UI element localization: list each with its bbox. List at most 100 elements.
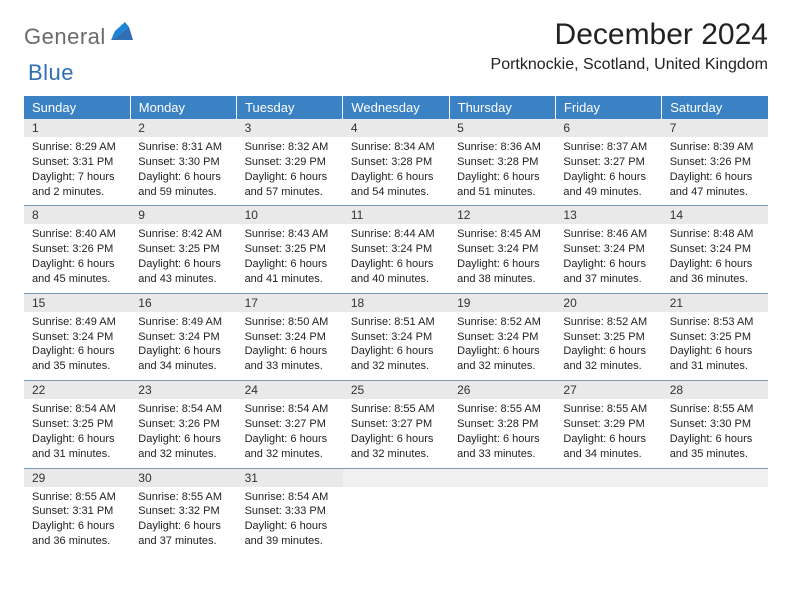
- sunrise-line: Sunrise: 8:32 AM: [245, 140, 335, 155]
- day-number: 30: [130, 469, 236, 487]
- weekday-header-row: SundayMondayTuesdayWednesdayThursdayFrid…: [24, 96, 768, 119]
- day-details: Sunrise: 8:51 AMSunset: 3:24 PMDaylight:…: [343, 312, 449, 380]
- calendar-day-cell: 1Sunrise: 8:29 AMSunset: 3:31 PMDaylight…: [24, 119, 130, 206]
- day-number: 22: [24, 381, 130, 399]
- calendar-day-cell: 28Sunrise: 8:55 AMSunset: 3:30 PMDayligh…: [662, 381, 768, 468]
- daylight-line: Daylight: 6 hours and 54 minutes.: [351, 170, 441, 200]
- daylight-line: Daylight: 6 hours and 32 minutes.: [245, 432, 335, 462]
- sunrise-line: Sunrise: 8:55 AM: [457, 402, 547, 417]
- sunrise-line: Sunrise: 8:48 AM: [670, 227, 760, 242]
- daylight-line: Daylight: 6 hours and 32 minutes.: [563, 344, 653, 374]
- sunset-line: Sunset: 3:25 PM: [670, 330, 760, 345]
- calendar-day-cell: 17Sunrise: 8:50 AMSunset: 3:24 PMDayligh…: [237, 293, 343, 380]
- day-details: Sunrise: 8:45 AMSunset: 3:24 PMDaylight:…: [449, 224, 555, 292]
- day-details: Sunrise: 8:55 AMSunset: 3:29 PMDaylight:…: [555, 399, 661, 467]
- sunrise-line: Sunrise: 8:36 AM: [457, 140, 547, 155]
- day-number: 3: [237, 119, 343, 137]
- weekday-header: Wednesday: [343, 96, 449, 119]
- daylight-line: Daylight: 6 hours and 47 minutes.: [670, 170, 760, 200]
- day-number: 18: [343, 294, 449, 312]
- sunset-line: Sunset: 3:27 PM: [245, 417, 335, 432]
- calendar-day-cell: 10Sunrise: 8:43 AMSunset: 3:25 PMDayligh…: [237, 206, 343, 293]
- daylight-line: Daylight: 6 hours and 36 minutes.: [32, 519, 122, 549]
- day-details: Sunrise: 8:55 AMSunset: 3:30 PMDaylight:…: [662, 399, 768, 467]
- calendar-day-cell: 11Sunrise: 8:44 AMSunset: 3:24 PMDayligh…: [343, 206, 449, 293]
- day-number: 4: [343, 119, 449, 137]
- daylight-line: Daylight: 6 hours and 40 minutes.: [351, 257, 441, 287]
- sunset-line: Sunset: 3:30 PM: [138, 155, 228, 170]
- day-details: [449, 487, 555, 496]
- sunset-line: Sunset: 3:24 PM: [138, 330, 228, 345]
- day-number: [449, 469, 555, 487]
- sunrise-line: Sunrise: 8:53 AM: [670, 315, 760, 330]
- daylight-line: Daylight: 6 hours and 32 minutes.: [457, 344, 547, 374]
- calendar-day-cell: 4Sunrise: 8:34 AMSunset: 3:28 PMDaylight…: [343, 119, 449, 206]
- brand-mark-icon: [111, 22, 133, 45]
- day-number: [662, 469, 768, 487]
- sunrise-line: Sunrise: 8:54 AM: [245, 402, 335, 417]
- calendar-day-cell: 6Sunrise: 8:37 AMSunset: 3:27 PMDaylight…: [555, 119, 661, 206]
- brand-logo: General: [24, 18, 135, 50]
- day-number: 31: [237, 469, 343, 487]
- daylight-line: Daylight: 6 hours and 36 minutes.: [670, 257, 760, 287]
- calendar-week-row: 8Sunrise: 8:40 AMSunset: 3:26 PMDaylight…: [24, 206, 768, 293]
- daylight-line: Daylight: 6 hours and 45 minutes.: [32, 257, 122, 287]
- sunset-line: Sunset: 3:24 PM: [351, 242, 441, 257]
- day-details: Sunrise: 8:55 AMSunset: 3:32 PMDaylight:…: [130, 487, 236, 555]
- sunrise-line: Sunrise: 8:49 AM: [32, 315, 122, 330]
- sunrise-line: Sunrise: 8:46 AM: [563, 227, 653, 242]
- sunrise-line: Sunrise: 8:44 AM: [351, 227, 441, 242]
- sunrise-line: Sunrise: 8:45 AM: [457, 227, 547, 242]
- calendar-day-cell: 26Sunrise: 8:55 AMSunset: 3:28 PMDayligh…: [449, 381, 555, 468]
- daylight-line: Daylight: 6 hours and 57 minutes.: [245, 170, 335, 200]
- calendar-day-cell: 30Sunrise: 8:55 AMSunset: 3:32 PMDayligh…: [130, 468, 236, 555]
- daylight-line: Daylight: 6 hours and 33 minutes.: [457, 432, 547, 462]
- day-number: 16: [130, 294, 236, 312]
- daylight-line: Daylight: 6 hours and 43 minutes.: [138, 257, 228, 287]
- calendar-day-cell: 23Sunrise: 8:54 AMSunset: 3:26 PMDayligh…: [130, 381, 236, 468]
- day-number: 17: [237, 294, 343, 312]
- day-number: 24: [237, 381, 343, 399]
- daylight-line: Daylight: 6 hours and 38 minutes.: [457, 257, 547, 287]
- day-details: Sunrise: 8:31 AMSunset: 3:30 PMDaylight:…: [130, 137, 236, 205]
- daylight-line: Daylight: 6 hours and 39 minutes.: [245, 519, 335, 549]
- calendar-day-cell: 12Sunrise: 8:45 AMSunset: 3:24 PMDayligh…: [449, 206, 555, 293]
- daylight-line: Daylight: 6 hours and 31 minutes.: [670, 344, 760, 374]
- sunrise-line: Sunrise: 8:29 AM: [32, 140, 122, 155]
- sunset-line: Sunset: 3:25 PM: [245, 242, 335, 257]
- sunset-line: Sunset: 3:27 PM: [563, 155, 653, 170]
- daylight-line: Daylight: 7 hours and 2 minutes.: [32, 170, 122, 200]
- sunrise-line: Sunrise: 8:50 AM: [245, 315, 335, 330]
- sunrise-line: Sunrise: 8:31 AM: [138, 140, 228, 155]
- sunrise-line: Sunrise: 8:43 AM: [245, 227, 335, 242]
- day-details: Sunrise: 8:54 AMSunset: 3:25 PMDaylight:…: [24, 399, 130, 467]
- sunrise-line: Sunrise: 8:42 AM: [138, 227, 228, 242]
- day-details: Sunrise: 8:55 AMSunset: 3:28 PMDaylight:…: [449, 399, 555, 467]
- calendar-day-cell: 13Sunrise: 8:46 AMSunset: 3:24 PMDayligh…: [555, 206, 661, 293]
- day-number: 9: [130, 206, 236, 224]
- calendar-day-cell: 29Sunrise: 8:55 AMSunset: 3:31 PMDayligh…: [24, 468, 130, 555]
- sunset-line: Sunset: 3:27 PM: [351, 417, 441, 432]
- weekday-header: Sunday: [24, 96, 130, 119]
- sunset-line: Sunset: 3:24 PM: [457, 330, 547, 345]
- day-number: 20: [555, 294, 661, 312]
- day-number: 13: [555, 206, 661, 224]
- daylight-line: Daylight: 6 hours and 32 minutes.: [351, 344, 441, 374]
- daylight-line: Daylight: 6 hours and 35 minutes.: [670, 432, 760, 462]
- day-number: 8: [24, 206, 130, 224]
- calendar-day-cell: [555, 468, 661, 555]
- calendar-day-cell: 19Sunrise: 8:52 AMSunset: 3:24 PMDayligh…: [449, 293, 555, 380]
- calendar-week-row: 29Sunrise: 8:55 AMSunset: 3:31 PMDayligh…: [24, 468, 768, 555]
- sunrise-line: Sunrise: 8:49 AM: [138, 315, 228, 330]
- day-details: Sunrise: 8:40 AMSunset: 3:26 PMDaylight:…: [24, 224, 130, 292]
- day-number: 12: [449, 206, 555, 224]
- calendar-day-cell: 21Sunrise: 8:53 AMSunset: 3:25 PMDayligh…: [662, 293, 768, 380]
- calendar-week-row: 15Sunrise: 8:49 AMSunset: 3:24 PMDayligh…: [24, 293, 768, 380]
- sunset-line: Sunset: 3:28 PM: [457, 155, 547, 170]
- day-number: 28: [662, 381, 768, 399]
- daylight-line: Daylight: 6 hours and 51 minutes.: [457, 170, 547, 200]
- calendar-day-cell: 14Sunrise: 8:48 AMSunset: 3:24 PMDayligh…: [662, 206, 768, 293]
- daylight-line: Daylight: 6 hours and 32 minutes.: [351, 432, 441, 462]
- sunset-line: Sunset: 3:24 PM: [32, 330, 122, 345]
- day-number: 5: [449, 119, 555, 137]
